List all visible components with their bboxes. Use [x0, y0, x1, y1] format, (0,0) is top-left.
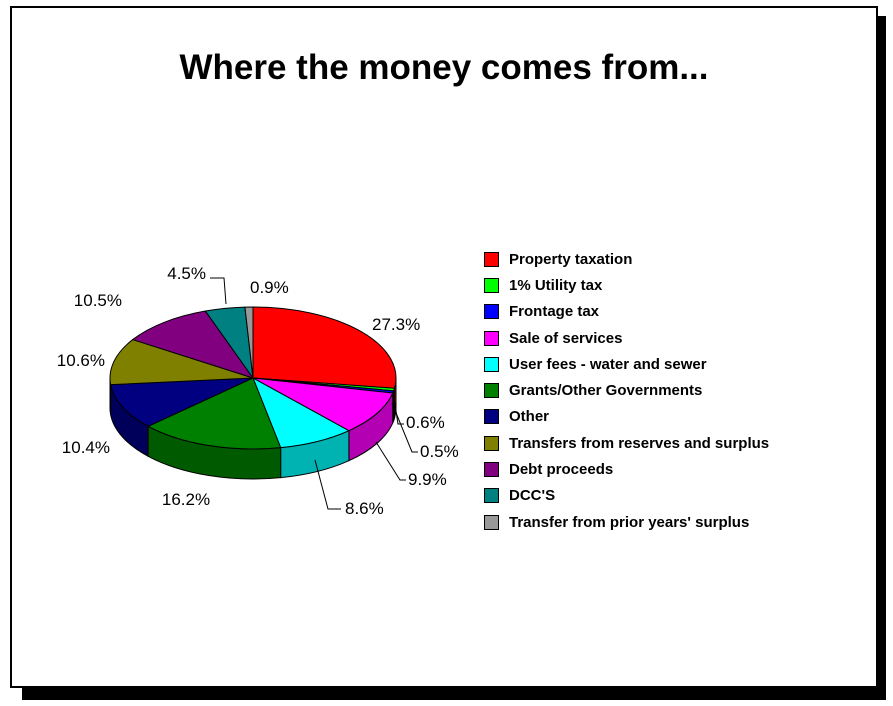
legend-label: Other: [509, 408, 550, 426]
data-label-10: 0.9%: [250, 278, 289, 297]
pie-top: [109, 306, 397, 450]
data-label-2: 0.5%: [420, 442, 459, 461]
leader-line-2: [391, 402, 418, 453]
legend-swatch: [484, 435, 499, 451]
legend-swatch: [484, 488, 499, 504]
chart-title: Where the money comes from...: [179, 48, 709, 87]
leader-line-9: [210, 277, 227, 305]
pie-slice-10: [244, 306, 254, 379]
data-label-1: 0.6%: [406, 413, 445, 432]
legend-item: Frontage tax: [484, 299, 769, 325]
legend-item: Transfers from reserves and surplus: [484, 430, 769, 456]
legend-label: DCC'S: [509, 487, 556, 505]
legend-swatch: [484, 383, 499, 399]
legend-swatch: [484, 514, 499, 530]
leader-line-3: [375, 441, 406, 481]
data-label-3: 9.9%: [408, 470, 447, 489]
legend-swatch: [484, 356, 499, 372]
data-label-8: 10.5%: [74, 291, 122, 310]
legend-swatch: [484, 277, 499, 293]
legend-item: Other: [484, 404, 769, 430]
data-label-4: 8.6%: [345, 499, 384, 518]
legend: Property taxation 1% Utility tax Frontage …: [484, 246, 769, 535]
legend-swatch: [484, 330, 499, 346]
legend-item: Sale of services: [484, 325, 769, 351]
legend-label: User fees - water and sewer: [509, 355, 707, 373]
legend-item: Grants/Other Governments: [484, 377, 769, 403]
data-label-7: 10.6%: [57, 351, 105, 370]
data-label-6: 10.4%: [62, 438, 110, 457]
legend-swatch: [484, 304, 499, 320]
pie-slice-8: [131, 310, 255, 379]
pie-slice-0: [252, 306, 397, 389]
legend-swatch: [484, 462, 499, 478]
legend-label: Sale of services: [509, 329, 623, 347]
legend-swatch: [484, 251, 499, 267]
pie-slice-7: [109, 339, 254, 386]
legend-label: 1% Utility tax: [509, 276, 603, 294]
data-label-9: 4.5%: [167, 264, 206, 283]
leader-line-1: [393, 397, 404, 425]
legend-label: Debt proceeds: [509, 461, 614, 479]
legend-item: Transfer from prior years' surplus: [484, 509, 769, 535]
legend-item: User fees - water and sewer: [484, 351, 769, 377]
pie-slice-5: [147, 377, 282, 450]
legend-label: Property taxation: [509, 250, 633, 268]
data-labels: 27.3% 0.6% 0.5% 9.9% 8.6% 16.2% 10.4% 10.6% 10.5…: [57, 264, 459, 518]
legend-label: Transfers from reserves and surplus: [509, 434, 770, 452]
data-label-5: 16.2%: [162, 490, 210, 509]
legend-label: Grants/Other Governments: [509, 382, 703, 400]
legend-item: DCC'S: [484, 483, 769, 509]
legend-item: Debt proceeds: [484, 456, 769, 482]
legend-item: Property taxation: [484, 246, 769, 272]
legend-label: Transfer from prior years' surplus: [509, 513, 750, 531]
pie-slice-6: [110, 377, 254, 427]
pie-slice-3: [252, 377, 394, 432]
legend-swatch: [484, 409, 499, 425]
data-label-0: 27.3%: [372, 315, 420, 334]
legend-label: Frontage tax: [509, 303, 600, 321]
leader-line-4: [314, 459, 341, 510]
legend-item: 1% Utility tax: [484, 272, 769, 298]
